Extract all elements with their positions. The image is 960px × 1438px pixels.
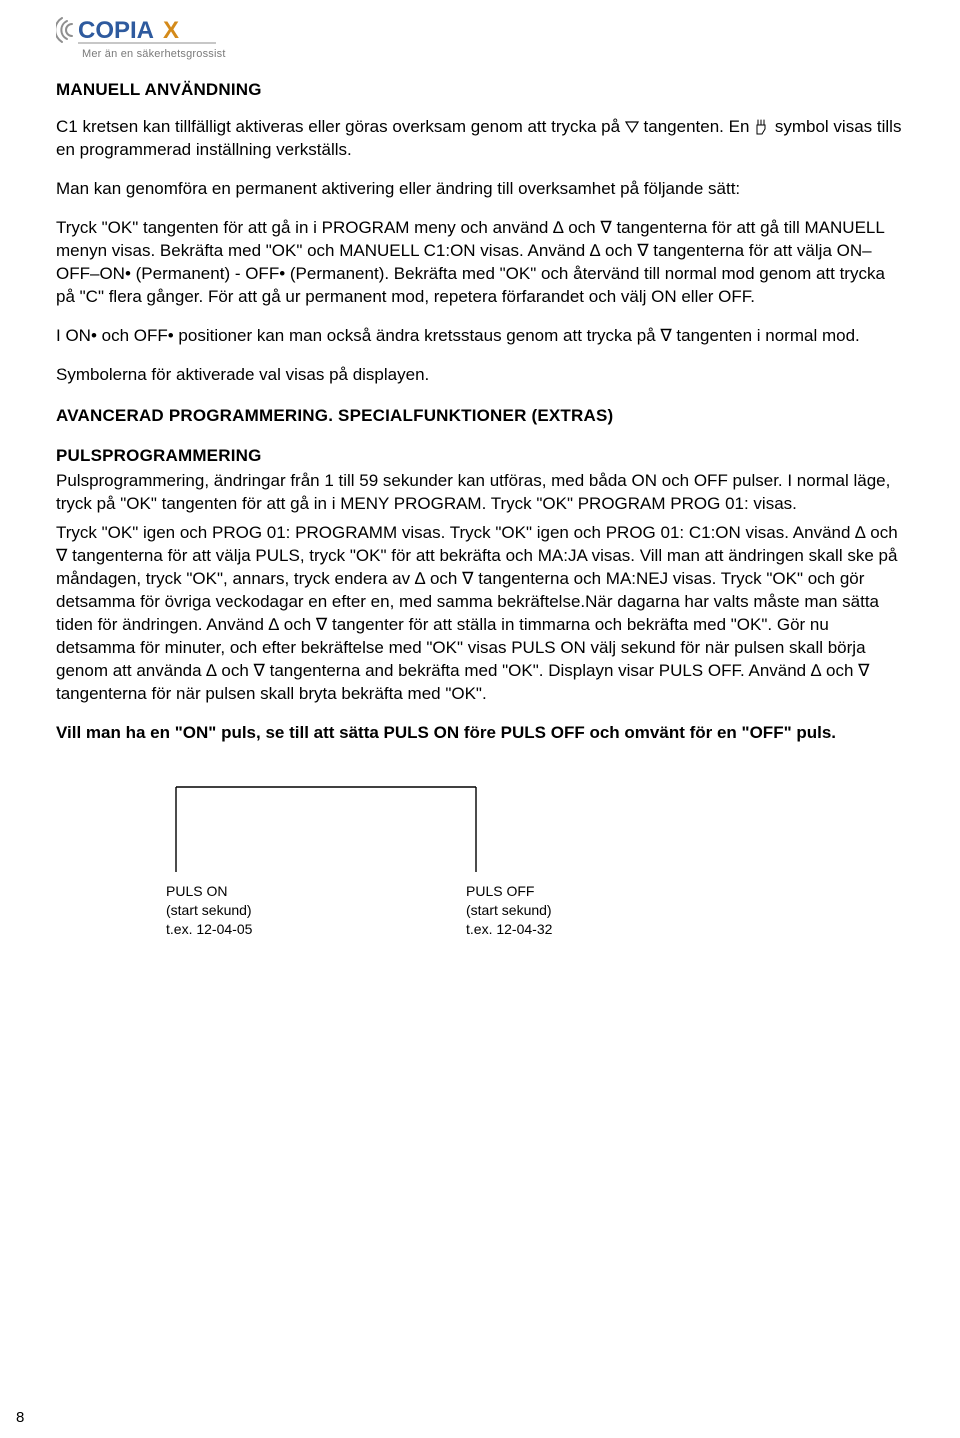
document-page: COPIA X Mer än en säkerhetsgrossist MANU… (0, 0, 960, 1438)
para-permanent-intro: Man kan genomföra en permanent aktiverin… (56, 178, 904, 201)
text: C1 kretsen kan tillfälligt aktiveras ell… (56, 117, 625, 136)
para-intro: C1 kretsen kan tillfälligt aktiveras ell… (56, 116, 904, 162)
text: (start sekund) (166, 901, 466, 920)
logo-tagline: Mer än en säkerhetsgrossist (82, 48, 904, 60)
heading-manual-use: MANUELL ANVÄNDNING (56, 80, 904, 100)
copiax-logo-icon: COPIA X (56, 12, 226, 50)
pulse-diagram: PULS ON (start sekund) t.ex. 12-04-05 PU… (166, 767, 904, 939)
svg-text:COPIA: COPIA (78, 17, 154, 44)
hand-icon (754, 119, 770, 135)
text: Vill man ha en "ON" puls, se till att sä… (56, 723, 836, 742)
text: PULS ON (166, 882, 466, 901)
para-pulse-2: Tryck "OK" igen och PROG 01: PROGRAMM vi… (56, 522, 904, 706)
para-on-off-positions: I ON• och OFF• positioner kan man också … (56, 325, 904, 348)
para-pulse-1: Pulsprogrammering, ändringar från 1 till… (56, 470, 904, 516)
text: (start sekund) (466, 901, 766, 920)
heading-advanced: AVANCERAD PROGRAMMERING. SPECIALFUNKTION… (56, 406, 904, 426)
diagram-left-label: PULS ON (start sekund) t.ex. 12-04-05 (166, 882, 466, 939)
diagram-labels: PULS ON (start sekund) t.ex. 12-04-05 PU… (166, 882, 904, 939)
text: t.ex. 12-04-05 (166, 920, 466, 939)
para-pulse-warning: Vill man ha en "ON" puls, se till att sä… (56, 722, 904, 745)
logo: COPIA X Mer än en säkerhetsgrossist (56, 12, 904, 60)
down-triangle-icon (625, 120, 639, 134)
pulse-diagram-svg (166, 767, 586, 877)
text: PULS OFF (466, 882, 766, 901)
diagram-right-label: PULS OFF (start sekund) t.ex. 12-04-32 (466, 882, 766, 939)
text: t.ex. 12-04-32 (466, 920, 766, 939)
svg-text:X: X (163, 17, 179, 44)
heading-pulse: PULSPROGRAMMERING (56, 446, 904, 466)
text: tangenten. En (644, 117, 755, 136)
para-symbols: Symbolerna för aktiverade val visas på d… (56, 364, 904, 387)
page-number: 8 (16, 1409, 24, 1426)
para-permanent-steps: Tryck "OK" tangenten för att gå in i PRO… (56, 217, 904, 309)
